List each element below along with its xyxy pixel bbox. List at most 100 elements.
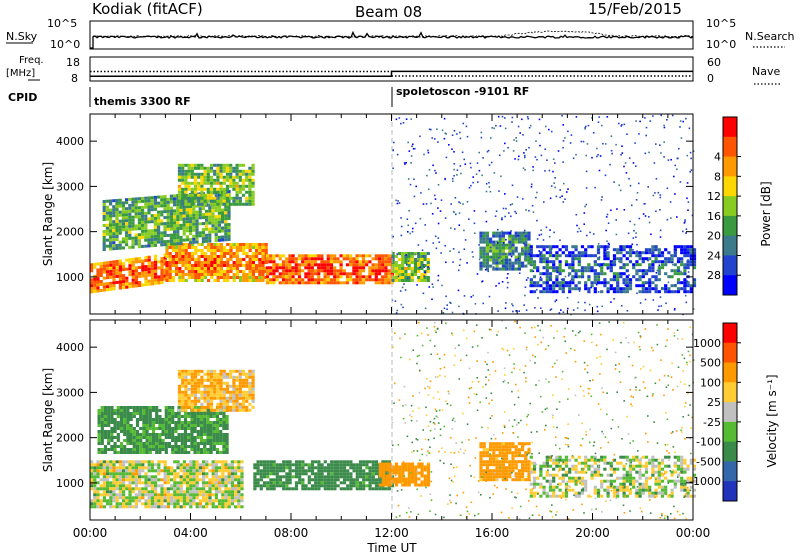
- echo-cell: [147, 196, 151, 200]
- echo-cell: [214, 230, 218, 234]
- echo-cell: [632, 251, 636, 255]
- echo-cell: [329, 254, 334, 258]
- echo-cell: [508, 264, 512, 268]
- echo-cell: [275, 254, 279, 258]
- echo-cell: [90, 463, 94, 467]
- echo-cell: [150, 267, 154, 271]
- echo-cell: [603, 278, 607, 282]
- echo-cell: [187, 439, 191, 442]
- echo-cell: [564, 254, 569, 258]
- echo-cell: [103, 451, 108, 454]
- echo-cell: [410, 279, 414, 282]
- echo-cell: [670, 284, 674, 288]
- echo-cell: [514, 240, 518, 244]
- echo-cell: [112, 466, 116, 470]
- echo-cell: [184, 273, 188, 276]
- noise-cell: [468, 187, 471, 189]
- echo-cell: [654, 284, 658, 288]
- echo-cell: [600, 290, 604, 294]
- noise-cell: [645, 134, 647, 137]
- echo-cell: [255, 255, 259, 258]
- echo-cell: [505, 261, 509, 265]
- echo-cell: [134, 236, 138, 240]
- echo-cell: [128, 270, 132, 274]
- echo-cell: [187, 175, 191, 179]
- noise-cell: [406, 277, 409, 280]
- echo-cell: [664, 272, 668, 276]
- echo-cell: [235, 393, 239, 397]
- echo-cell: [558, 269, 562, 273]
- echo-cell: [195, 225, 199, 229]
- noise-cell: [663, 156, 665, 158]
- echo-cell: [177, 169, 182, 173]
- echo-cell: [131, 203, 135, 207]
- echo-cell: [240, 469, 244, 473]
- echo-cell: [288, 266, 292, 270]
- echo-cell: [139, 439, 143, 442]
- echo-cell: [485, 261, 489, 265]
- echo-cell: [285, 475, 289, 479]
- echo-cell: [201, 216, 205, 220]
- echo-cell: [144, 499, 148, 503]
- echo-cell: [153, 237, 157, 241]
- echo-cell: [200, 402, 204, 406]
- echo-cell: [189, 502, 193, 506]
- echo-cell: [155, 448, 159, 451]
- echo-cell: [184, 261, 188, 264]
- noise-cell: [407, 231, 409, 233]
- echo-cell: [628, 281, 633, 285]
- echo-cell: [616, 281, 620, 285]
- echo-cell: [374, 269, 378, 273]
- echo-cell: [182, 217, 186, 221]
- echo-cell: [248, 270, 252, 273]
- echo-cell: [245, 196, 249, 200]
- echo-cell: [638, 251, 642, 255]
- echo-cell: [377, 257, 382, 261]
- echo-cell: [616, 287, 620, 291]
- echo-cell: [248, 381, 252, 385]
- echo-cell: [235, 399, 239, 403]
- noise-cell: [404, 289, 407, 291]
- echo-cell: [125, 231, 129, 235]
- echo-cell: [182, 232, 186, 236]
- echo-cell: [222, 375, 226, 379]
- echo-cell: [97, 424, 101, 427]
- echo-cell: [266, 472, 270, 476]
- echo-cell: [365, 263, 369, 267]
- noise-cell: [488, 186, 491, 188]
- echo-cell: [166, 212, 170, 216]
- noise-cell: [405, 254, 407, 256]
- noise-cell: [639, 120, 641, 123]
- echo-cell: [122, 487, 126, 491]
- echo-cell: [587, 269, 591, 273]
- freq-unit: [MHz]: [6, 68, 35, 79]
- echo-cell: [203, 378, 207, 382]
- echo-cell: [264, 243, 268, 246]
- echo-cell: [184, 384, 188, 388]
- echo-cell: [265, 257, 270, 261]
- echo-cell: [304, 275, 308, 279]
- echo-cell: [161, 448, 165, 451]
- echo-cell: [215, 430, 220, 433]
- noise-cell: [431, 283, 434, 285]
- echo-cell: [261, 267, 265, 270]
- echo-cell: [116, 427, 120, 430]
- noise-cell: [653, 162, 656, 164]
- echo-cell: [251, 172, 255, 176]
- echo-cell: [558, 254, 562, 258]
- echo-cell: [676, 260, 681, 264]
- noise-cell: [458, 264, 461, 267]
- echo-cell: [213, 243, 217, 246]
- echo-cell: [229, 181, 233, 185]
- echo-cell: [221, 493, 225, 497]
- echo-cell: [603, 251, 607, 255]
- echo-cell: [224, 496, 228, 500]
- noise-cell: [463, 229, 465, 232]
- echo-cell: [157, 505, 161, 509]
- echo-cell: [216, 402, 220, 406]
- echo-cell: [125, 243, 129, 247]
- echo-cell: [195, 484, 199, 488]
- echo-cell: [176, 197, 180, 201]
- echo-cell: [423, 276, 427, 279]
- echo-cell: [571, 257, 575, 261]
